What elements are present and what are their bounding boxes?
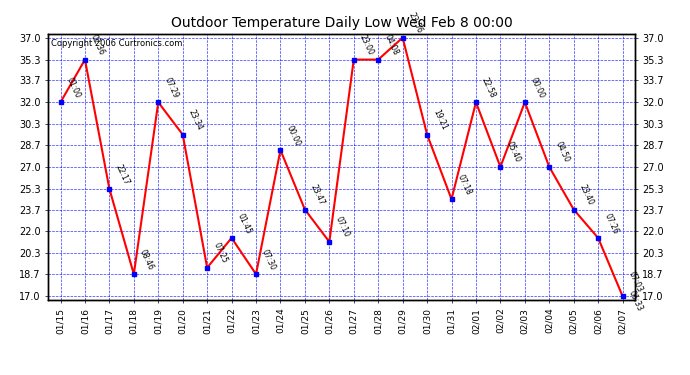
Text: 07:18: 07:18 bbox=[455, 173, 473, 196]
Text: Copyright 2006 Curtronics.com: Copyright 2006 Curtronics.com bbox=[51, 39, 183, 48]
Text: 23:00: 23:00 bbox=[358, 33, 375, 57]
Text: 06:33: 06:33 bbox=[627, 289, 644, 313]
Text: 23:40: 23:40 bbox=[578, 183, 595, 207]
Text: 00:00: 00:00 bbox=[529, 76, 546, 99]
Title: Outdoor Temperature Daily Low Wed Feb 8 00:00: Outdoor Temperature Daily Low Wed Feb 8 … bbox=[170, 16, 513, 30]
Text: 23:47: 23:47 bbox=[309, 183, 326, 207]
Text: 19:21: 19:21 bbox=[431, 108, 448, 132]
Text: 07:29: 07:29 bbox=[162, 76, 180, 99]
Text: 23:56: 23:56 bbox=[407, 11, 424, 35]
Text: 04:50: 04:50 bbox=[553, 140, 571, 164]
Text: 05:40: 05:40 bbox=[504, 140, 522, 164]
Text: 07:03: 07:03 bbox=[627, 270, 644, 293]
Text: 22:58: 22:58 bbox=[480, 76, 497, 99]
Text: 23:34: 23:34 bbox=[187, 108, 204, 132]
Text: 07:10: 07:10 bbox=[333, 215, 351, 239]
Text: 01:45: 01:45 bbox=[236, 211, 253, 235]
Text: 22:17: 22:17 bbox=[114, 163, 131, 186]
Text: 07:25: 07:25 bbox=[211, 241, 228, 265]
Text: 01:00: 01:00 bbox=[65, 76, 82, 99]
Text: 00:00: 00:00 bbox=[284, 123, 302, 147]
Text: 04:08: 04:08 bbox=[382, 33, 400, 57]
Text: 07:26: 07:26 bbox=[602, 211, 620, 235]
Text: 07:30: 07:30 bbox=[260, 248, 277, 272]
Text: 08:46: 08:46 bbox=[138, 248, 155, 272]
Text: 02:36: 02:36 bbox=[89, 33, 106, 57]
